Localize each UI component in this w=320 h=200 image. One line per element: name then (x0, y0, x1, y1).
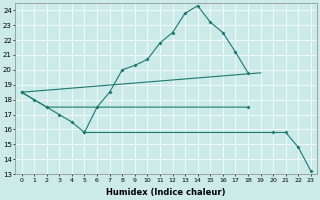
X-axis label: Humidex (Indice chaleur): Humidex (Indice chaleur) (107, 188, 226, 197)
